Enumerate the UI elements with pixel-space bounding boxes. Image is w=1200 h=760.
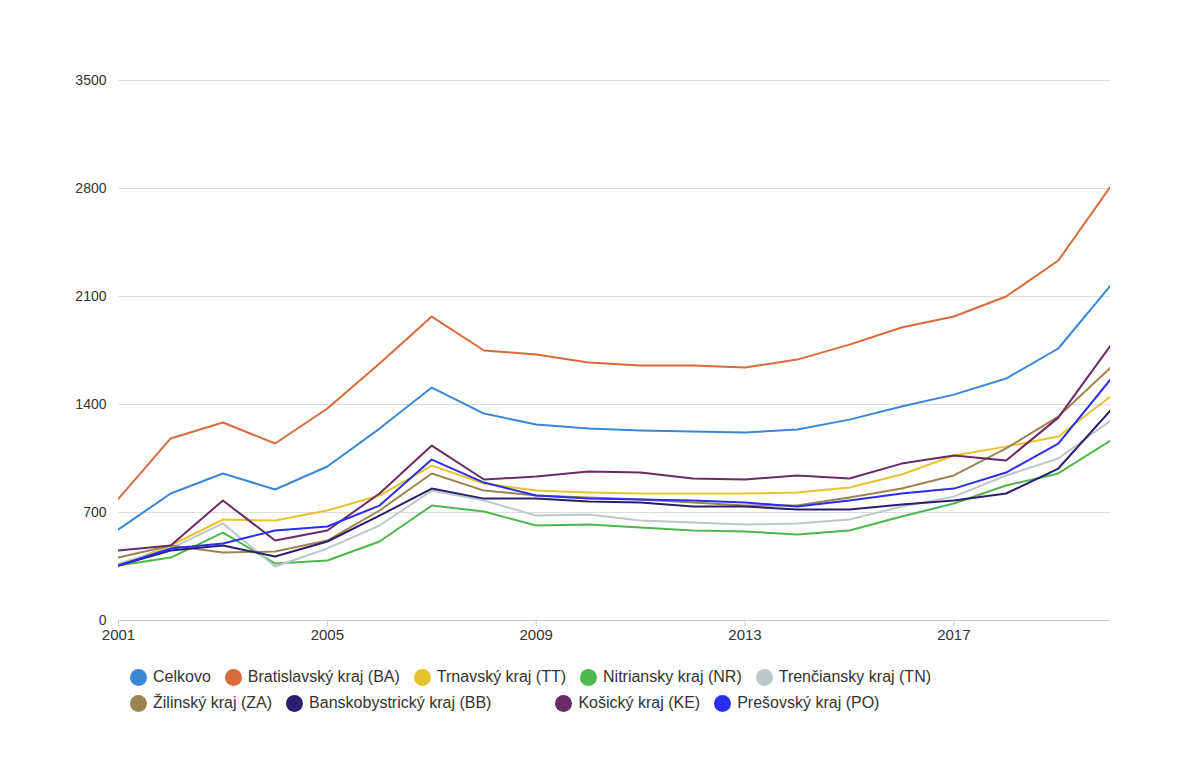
- html-text:Celkovo: Celkovo: [153, 668, 211, 685]
- html-text:Trenčiansky kraj (TN): Trenčiansky kraj (TN): [778, 668, 931, 685]
- svg-text:2009: 2009: [519, 626, 552, 643]
- svg-text:0: 0: [99, 612, 107, 628]
- svg-text:2017: 2017: [937, 626, 970, 643]
- html-text:Košický kraj (KE): Košický kraj (KE): [578, 694, 701, 711]
- svg-text:2001: 2001: [102, 626, 135, 643]
- html-text:Banskobystrický kraj (BB): Banskobystrický kraj (BB): [309, 694, 492, 711]
- svg-text:2013: 2013: [728, 626, 761, 643]
- html-text:Nitriansky kraj (NR): Nitriansky kraj (NR): [603, 668, 742, 685]
- html-text:Žilinský kraj (ZA): Žilinský kraj (ZA): [153, 694, 273, 711]
- html-text:Prešovský kraj (PO): Prešovský kraj (PO): [737, 694, 880, 711]
- svg-text:700: 700: [83, 504, 107, 520]
- html-text:Trnavský kraj (TT): Trnavský kraj (TT): [436, 668, 566, 685]
- svg-text:3500: 3500: [75, 72, 106, 88]
- svg-text:1400: 1400: [75, 396, 106, 412]
- svg-text:2100: 2100: [75, 288, 106, 304]
- html-text:Bratislavský kraj (BA): Bratislavský kraj (BA): [247, 668, 400, 685]
- svg-text:2800: 2800: [75, 180, 106, 196]
- svg-text:2005: 2005: [311, 626, 344, 643]
